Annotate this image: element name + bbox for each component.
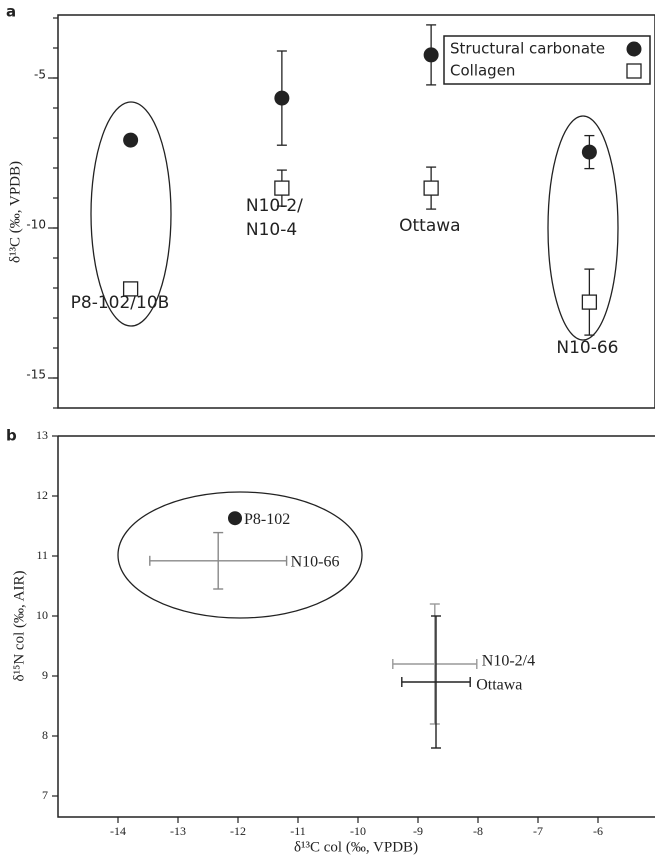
x-tick-label: -7: [533, 824, 543, 838]
y-tick-label: 12: [36, 488, 48, 502]
legend-box: [443, 35, 651, 85]
data-point: [228, 511, 242, 526]
data-point: [122, 281, 139, 297]
point-label: Ottawa: [476, 677, 522, 694]
y-tick-label: 11: [36, 548, 48, 562]
data-point: [274, 180, 290, 196]
panel-label: b: [6, 427, 17, 445]
y-tick-label: 7: [42, 788, 48, 802]
data-point: [423, 180, 439, 196]
y-axis-title: δ¹⁵N col (‰, AIR): [11, 571, 27, 682]
x-tick-label: -13: [170, 824, 186, 838]
x-tick-label: -12: [230, 824, 246, 838]
x-tick-label: -14: [110, 824, 126, 838]
point-label: Ottawa: [399, 216, 461, 237]
data-point: [423, 47, 439, 63]
plot-frame: [57, 14, 655, 409]
point-label: N10-2/ N10-4: [245, 196, 303, 241]
group-ellipse: [117, 491, 363, 619]
data-point: [123, 132, 139, 148]
y-axis-title: δ¹³C (‰, VPDB): [7, 161, 23, 263]
point-label: N10-66: [291, 553, 340, 570]
data-point: [581, 294, 598, 310]
x-tick-label: -8: [473, 824, 483, 838]
legend-marker: [626, 41, 642, 57]
y-tick-label: -15: [26, 368, 46, 382]
legend-label: Collagen: [450, 62, 515, 80]
group-ellipse: [90, 101, 172, 327]
legend-label: Structural carbonate: [450, 40, 605, 58]
y-tick-label: 13: [36, 428, 48, 442]
y-tick-label: 8: [42, 728, 48, 742]
x-tick-label: -9: [413, 824, 423, 838]
panel-label: a: [6, 3, 16, 21]
x-axis-title: δ¹³C col (‰, VPDB): [294, 839, 418, 855]
data-point: [581, 144, 597, 160]
point-label: P8-102/10B: [70, 292, 170, 313]
legend-marker: [626, 63, 642, 79]
point-label: P8-102: [244, 511, 290, 528]
x-tick-label: -6: [593, 824, 603, 838]
y-tick-label: -10: [26, 218, 46, 232]
x-tick-label: -10: [350, 824, 366, 838]
axes: [57, 436, 655, 818]
y-tick-label: 10: [36, 608, 48, 622]
y-tick-label: 9: [42, 668, 48, 682]
point-label: N10-66: [556, 338, 619, 359]
point-label: N10-2/4: [482, 653, 535, 670]
data-point: [274, 90, 290, 106]
y-tick-label: -5: [34, 68, 46, 82]
group-ellipse: [547, 115, 619, 341]
x-tick-label: -11: [290, 824, 306, 838]
